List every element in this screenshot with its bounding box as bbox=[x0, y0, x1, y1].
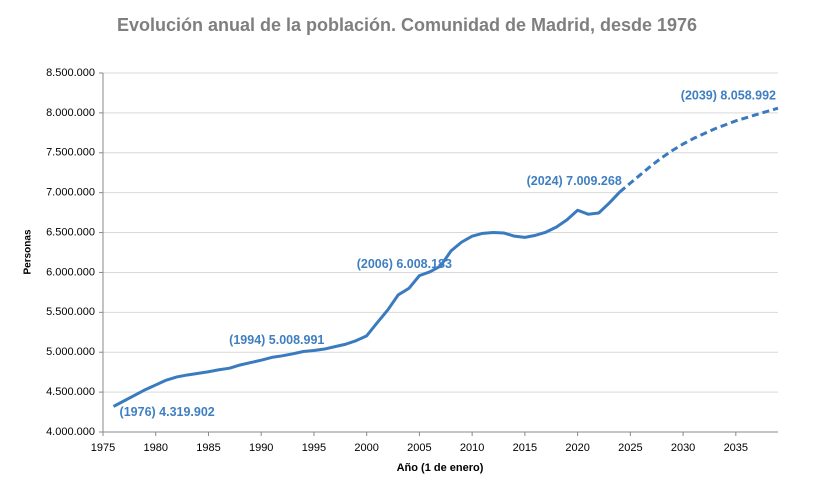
y-tick-label: 7.500.000 bbox=[46, 147, 95, 159]
data-line bbox=[618, 106, 779, 194]
x-tick-label: 2005 bbox=[407, 442, 431, 454]
x-tick-label: 1995 bbox=[302, 442, 326, 454]
x-tick-label: 1990 bbox=[249, 442, 273, 454]
y-tick-label: 4.000.000 bbox=[46, 426, 95, 438]
annotation: (2006) 6.008.183 bbox=[357, 257, 452, 271]
y-tick-label: 6.500.000 bbox=[46, 226, 95, 238]
y-tick-label: 5.500.000 bbox=[46, 306, 95, 318]
annotation: (2024) 7.009.268 bbox=[527, 174, 622, 188]
x-tick-label: 2030 bbox=[671, 442, 695, 454]
y-tick-label: 5.000.000 bbox=[46, 346, 95, 358]
y-tick-label: 7.000.000 bbox=[46, 187, 95, 199]
x-tick-label: 2020 bbox=[565, 442, 589, 454]
y-tick-label: 8.000.000 bbox=[46, 107, 95, 119]
x-axis-label: Año (1 de enero) bbox=[397, 462, 484, 474]
x-tick-label: 1980 bbox=[143, 442, 167, 454]
x-tick-label: 1975 bbox=[91, 442, 115, 454]
chart-title: Evolución anual de la población. Comunid… bbox=[117, 15, 697, 35]
x-tick-label: 2015 bbox=[513, 442, 537, 454]
x-tick-label: 2000 bbox=[354, 442, 378, 454]
annotation: (1994) 5.008.991 bbox=[229, 333, 324, 347]
annotation: (2039) 8.058.992 bbox=[681, 88, 776, 102]
y-tick-label: 4.500.000 bbox=[46, 386, 95, 398]
annotation: (1976) 4.319.902 bbox=[120, 405, 215, 419]
x-tick-label: 2035 bbox=[724, 442, 748, 454]
y-tick-label: 6.000.000 bbox=[46, 266, 95, 278]
x-tick-label: 2025 bbox=[618, 442, 642, 454]
y-tick-label: 8.500.000 bbox=[46, 67, 95, 79]
x-tick-label: 1985 bbox=[196, 442, 220, 454]
y-axis-label: Personas bbox=[23, 229, 34, 274]
data-line bbox=[112, 190, 621, 408]
x-tick-label: 2010 bbox=[460, 442, 484, 454]
